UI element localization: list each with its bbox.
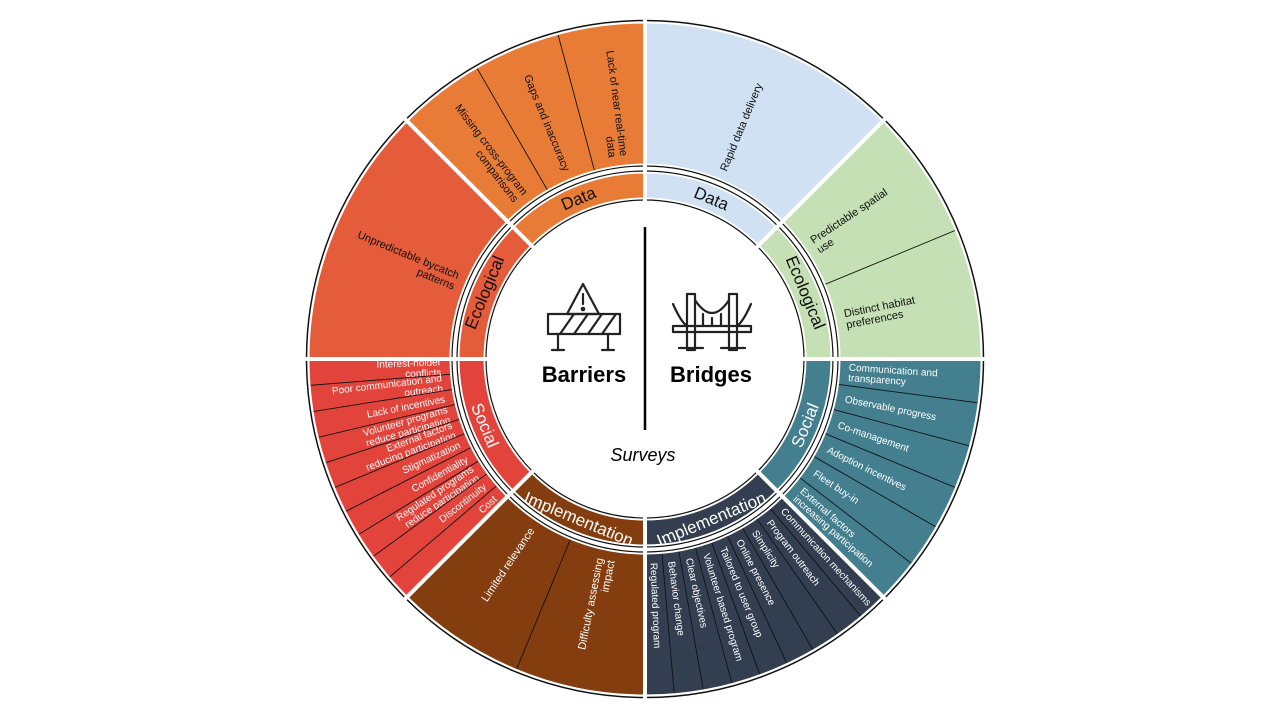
leaf-label-line: data xyxy=(603,136,618,160)
bridges-implementation-leaf-label-regulated-program: Regulated program xyxy=(647,563,662,649)
bridges-social-leaf-label-communication-and-transparency: Communication andtransparency xyxy=(848,363,938,390)
leaf-label-line: Regulated program xyxy=(647,563,662,649)
sector-separator xyxy=(403,469,535,601)
barriers-title: Barriers xyxy=(542,362,626,387)
bridge-icon xyxy=(671,292,753,352)
surveys-subtitle: Surveys xyxy=(610,445,675,465)
bridges-title: Bridges xyxy=(670,362,752,387)
sector-separator xyxy=(403,117,535,249)
center-panel: Barriers Bridges Surveys xyxy=(542,227,753,465)
leaf-label-line: transparency xyxy=(848,373,906,388)
sector-separator xyxy=(755,117,887,249)
barrier-warning-icon xyxy=(546,282,622,352)
sector-separator xyxy=(755,469,887,601)
